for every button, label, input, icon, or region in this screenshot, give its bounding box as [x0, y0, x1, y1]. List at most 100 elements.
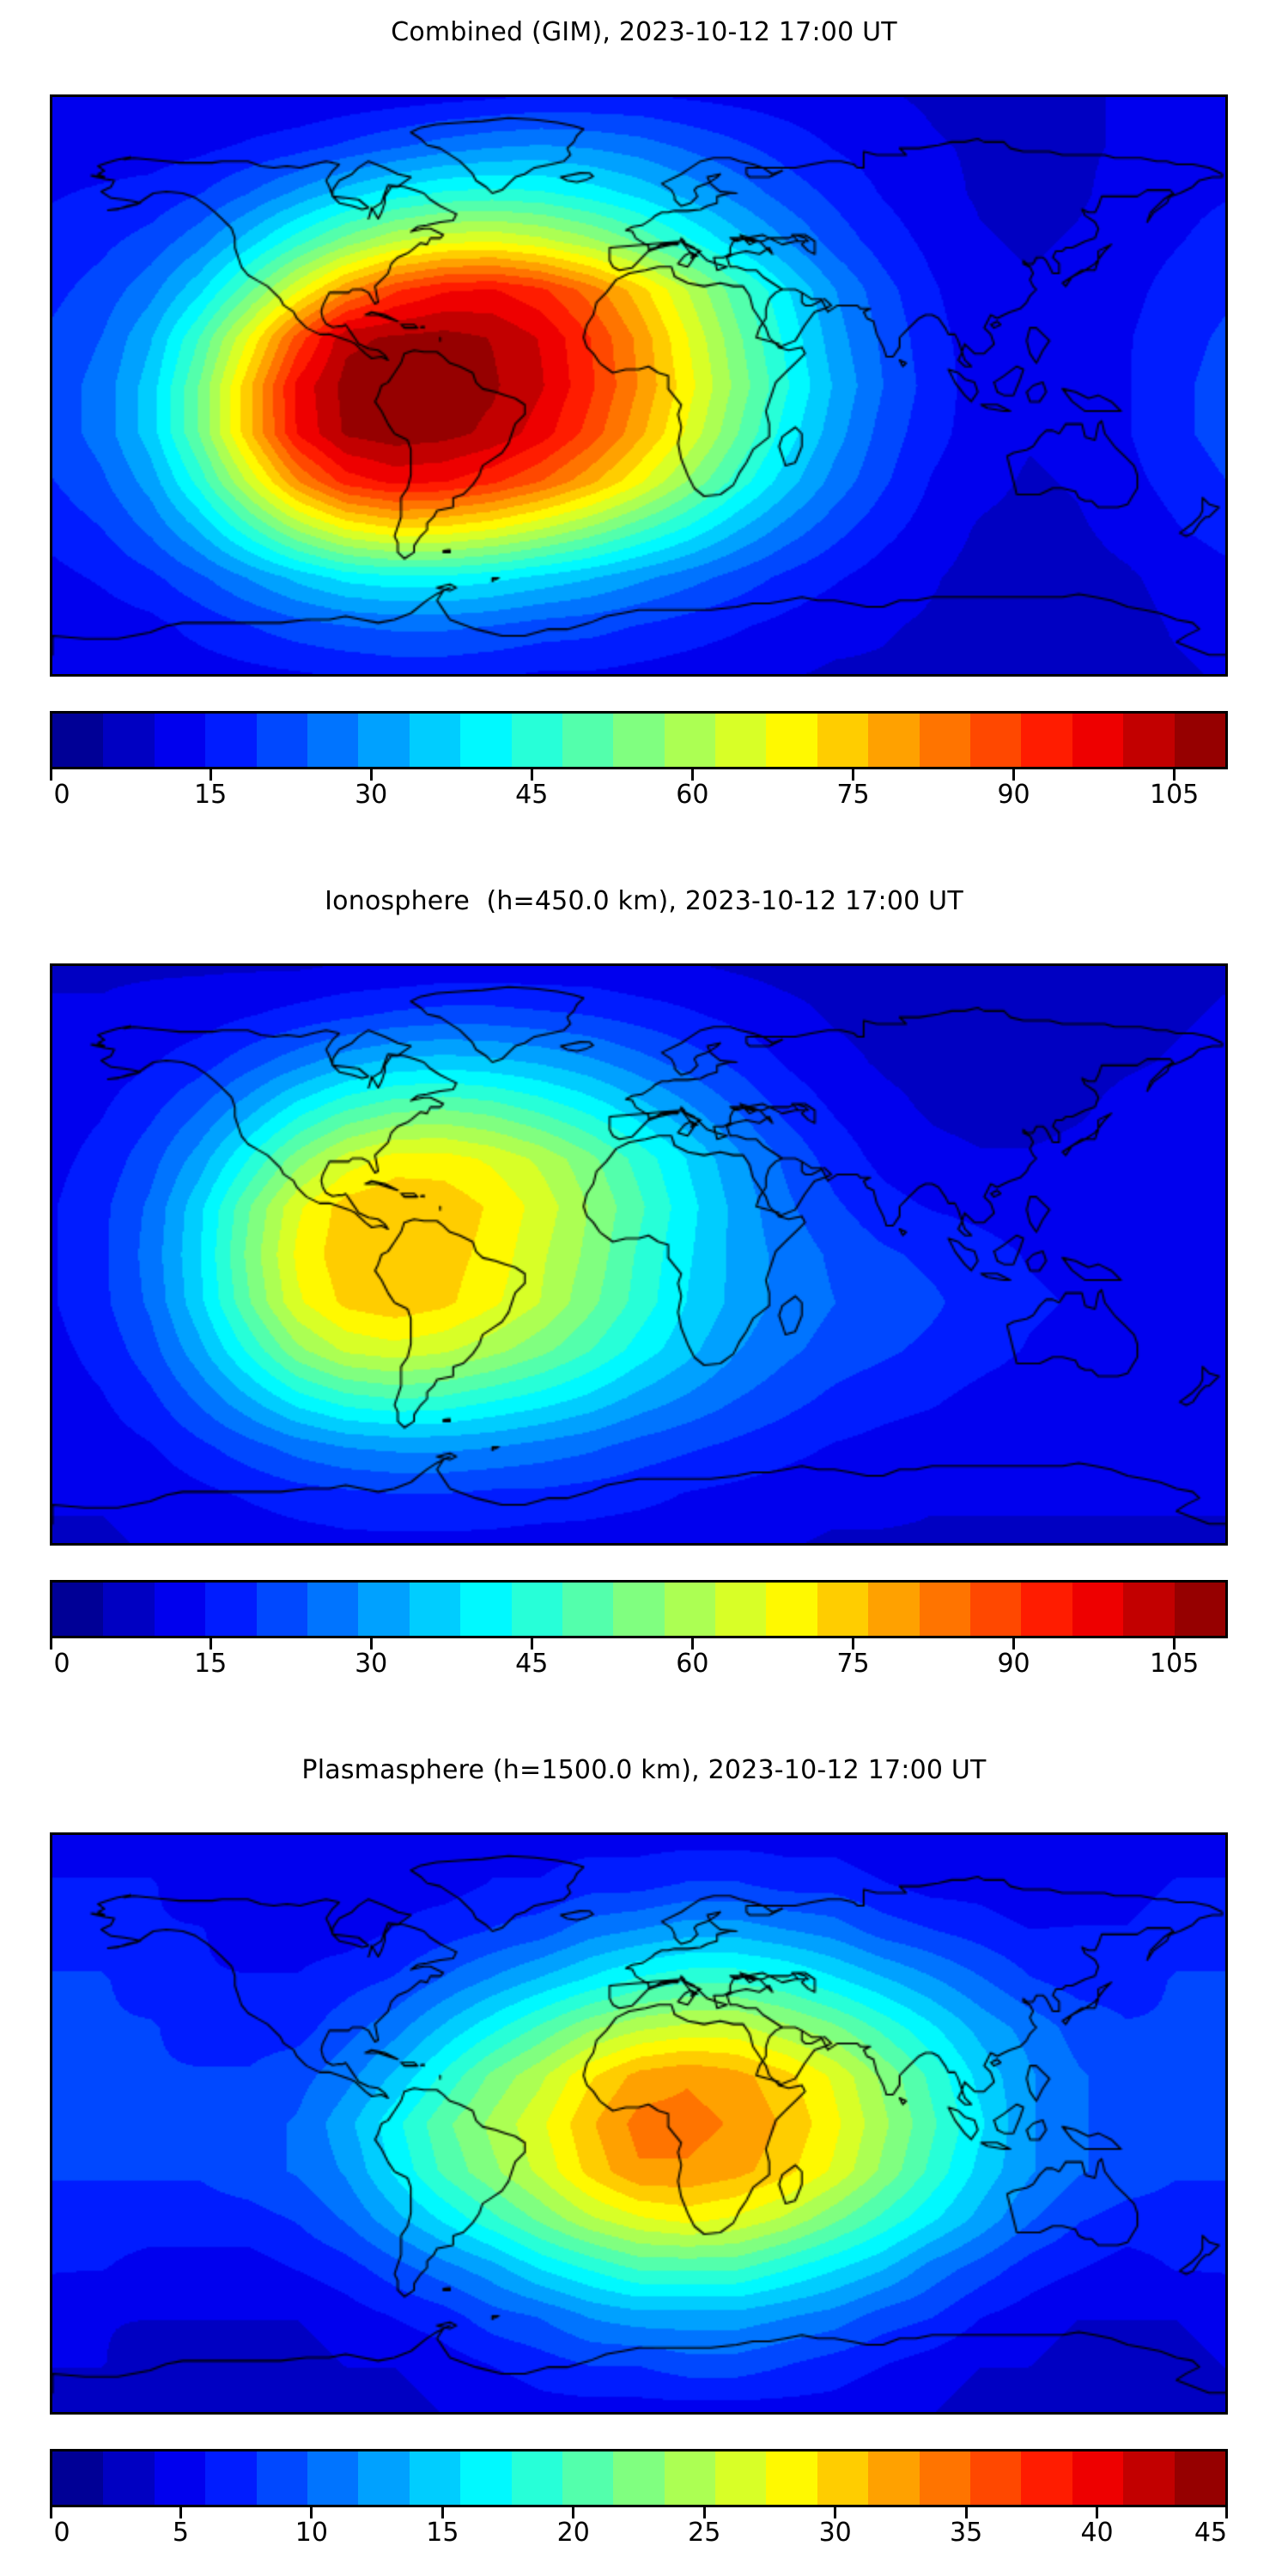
colorbar-segment	[154, 714, 206, 767]
colorbar-segment	[205, 2451, 257, 2505]
colorbar-tick	[530, 769, 533, 781]
colorbar-tick	[964, 2507, 968, 2518]
colorbar-tick-label: 30	[355, 1649, 388, 1679]
colorbar-segment	[205, 1583, 257, 1636]
colorbar-tick-label: 30	[818, 2518, 852, 2548]
colorbar-tick	[369, 769, 373, 781]
colorbar-segment	[715, 714, 767, 767]
colorbar-tick	[209, 1638, 212, 1649]
map-canvas-combined-gim	[52, 97, 1225, 674]
colorbar-segment	[358, 714, 410, 767]
colorbar-segment	[1021, 1583, 1072, 1636]
colorbar-tick-label: 90	[997, 780, 1030, 810]
colorbar-segment	[613, 714, 665, 767]
colorbar-tick-label: 40	[1080, 2518, 1114, 2548]
colorbar-segment	[1123, 2451, 1175, 2505]
colorbar-segment	[256, 714, 307, 767]
colorbar-segment	[511, 714, 562, 767]
panel-title-combined-gim: Combined (GIM), 2023-10-12 17:00 UT	[391, 17, 897, 47]
colorbar-segment	[715, 2451, 767, 2505]
map-plasmasphere	[50, 1832, 1228, 2415]
colorbar-tick	[572, 2507, 575, 2518]
colorbar-segment	[1072, 1583, 1124, 1636]
colorbar-segment	[358, 1583, 410, 1636]
colorbar-tick	[1173, 1638, 1176, 1649]
colorbar-tick	[690, 769, 694, 781]
colorbar-tick-label: 90	[997, 1649, 1030, 1679]
colorbar-segment	[307, 1583, 359, 1636]
colorbar-tick-label: 5	[172, 2518, 189, 2548]
panel-title-ionosphere: Ionosphere (h=450.0 km), 2023-10-12 17:0…	[325, 886, 963, 916]
colorbar-tick	[179, 2507, 182, 2518]
colorbar-segment	[562, 1583, 614, 1636]
colorbar-labels-ionosphere: 0 15 30 45 60 75 90 105	[50, 1649, 1228, 1686]
colorbar-tick	[50, 769, 52, 781]
colorbar-tick	[834, 2507, 837, 2518]
colorbar-tick-label: 105	[1149, 1649, 1200, 1679]
colorbar-segment	[460, 714, 512, 767]
map-canvas-plasmasphere	[52, 1835, 1225, 2412]
colorbar-segment	[1021, 2451, 1072, 2505]
colorbar-segment	[817, 2451, 869, 2505]
colorbar-segment	[409, 714, 461, 767]
colorbar-segment	[52, 1583, 104, 1636]
colorbar-segment	[1174, 1583, 1225, 1636]
colorbar-segment	[307, 2451, 359, 2505]
colorbar-tick	[1012, 1638, 1016, 1649]
colorbar-combined-gim: 0 15 30 45 60 75 90 105	[50, 711, 1228, 821]
colorbar-segment	[562, 2451, 614, 2505]
colorbar-tick-label: 10	[295, 2518, 328, 2548]
colorbar-tick	[50, 2507, 52, 2518]
colorbar-segment	[409, 2451, 461, 2505]
colorbar-tick-label: 75	[836, 1649, 870, 1679]
colorbar-tick-label: 0	[53, 1649, 70, 1679]
colorbar-segment	[715, 1583, 767, 1636]
colorbar-segment	[511, 1583, 562, 1636]
colorbar-tick-label: 45	[515, 780, 549, 810]
colorbar-segment	[256, 2451, 307, 2505]
colorbar-tick-label: 45	[515, 1649, 549, 1679]
colorbar-tick	[1173, 769, 1176, 781]
colorbar-tick	[440, 2507, 444, 2518]
colorbar-segment	[970, 2451, 1022, 2505]
colorbar-segment	[256, 1583, 307, 1636]
colorbar-segment	[868, 714, 920, 767]
colorbar-tick-label: 15	[193, 780, 228, 810]
colorbar-tick-label: 30	[355, 780, 388, 810]
colorbar-tick	[1012, 769, 1016, 781]
map-ionosphere	[50, 963, 1228, 1546]
colorbar-tick	[702, 2507, 706, 2518]
colorbar-segment	[103, 2451, 155, 2505]
colorbar-ticks-ionosphere	[50, 1638, 1228, 1650]
colorbar-tick-label: 25	[688, 2518, 721, 2548]
colorbar-segment	[868, 1583, 920, 1636]
colorbar-tick	[1225, 2507, 1228, 2518]
colorbar-segment	[970, 1583, 1022, 1636]
colorbar-segment	[919, 2451, 971, 2505]
colorbar-tick	[209, 769, 212, 781]
colorbar-segment	[460, 1583, 512, 1636]
colorbar-segment	[766, 2451, 817, 2505]
colorbar-ionosphere: 0 15 30 45 60 75 90 105	[50, 1580, 1228, 1690]
colorbar-segment	[511, 2451, 562, 2505]
colorbar-segment	[1174, 2451, 1225, 2505]
colorbar-gradient-combined-gim	[50, 711, 1228, 769]
colorbar-tick-label: 15	[426, 2518, 459, 2548]
colorbar-segment	[562, 714, 614, 767]
colorbar-segment	[1123, 1583, 1175, 1636]
colorbar-tick-label: 60	[676, 780, 709, 810]
colorbar-tick-label: 45	[1194, 2518, 1228, 2548]
colorbar-segment	[664, 1583, 716, 1636]
colorbar-segment	[766, 714, 817, 767]
colorbar-segment	[868, 2451, 920, 2505]
colorbar-segment	[358, 2451, 410, 2505]
colorbar-tick	[310, 2507, 313, 2518]
colorbar-segment	[205, 714, 257, 767]
panel-title-plasmasphere: Plasmasphere (h=1500.0 km), 2023-10-12 1…	[301, 1755, 987, 1785]
colorbar-tick	[851, 769, 854, 781]
map-canvas-ionosphere	[52, 966, 1225, 1543]
colorbar-segment	[766, 1583, 817, 1636]
colorbar-segment	[664, 2451, 716, 2505]
colorbar-segment	[52, 714, 104, 767]
colorbar-segment	[103, 1583, 155, 1636]
